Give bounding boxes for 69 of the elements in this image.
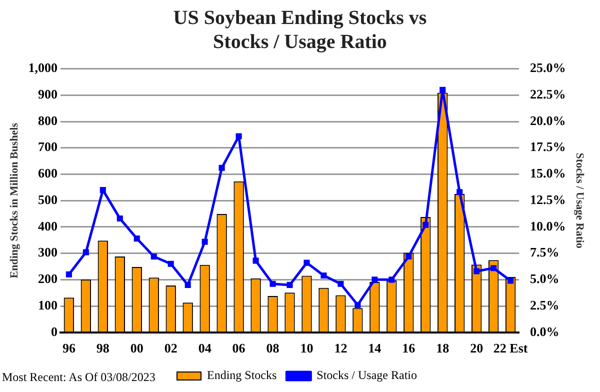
- point: [100, 187, 106, 194]
- y2-tick-label: 25.0%: [530, 60, 566, 76]
- point: [456, 189, 463, 196]
- point: [508, 278, 514, 284]
- point: [354, 302, 361, 308]
- x-tick-label: 12: [334, 340, 348, 356]
- point: [440, 86, 446, 93]
- y2-tick-label: 2.5%: [530, 297, 560, 312]
- y2-tick-label: 10.0%: [530, 218, 566, 234]
- point: [218, 164, 225, 171]
- point: [286, 282, 293, 288]
- x-tick-label: 14: [368, 340, 382, 356]
- x-tick-label: 00: [130, 340, 144, 356]
- point: [66, 271, 72, 278]
- y-axis-title: Ending Stocks in Million Bushels: [8, 122, 20, 278]
- y-tick-label: 300: [38, 244, 58, 260]
- point: [320, 272, 327, 278]
- y2-tick-label: 22.5%: [530, 86, 566, 102]
- chart-title: US Soybean Ending Stocks vs Stocks / Usage Ratio: [172, 6, 428, 54]
- legend-label: Stocks / Usage Ratio: [316, 368, 417, 382]
- y-tick-label: 900: [38, 86, 58, 102]
- y-tick-label: 100: [38, 297, 58, 312]
- point: [270, 280, 276, 287]
- y-tick-label: 400: [38, 218, 58, 234]
- point: [422, 222, 429, 228]
- point: [252, 258, 259, 264]
- x-tick-label: 06: [232, 340, 246, 356]
- point: [474, 268, 480, 274]
- point: [150, 253, 157, 260]
- x-tick-label: 10: [300, 340, 314, 356]
- legend-label: Ending Stocks: [207, 368, 277, 382]
- point: [490, 265, 497, 272]
- point: [304, 260, 310, 266]
- point: [184, 282, 191, 288]
- point: [168, 260, 174, 267]
- y-tick-label: 700: [38, 139, 58, 154]
- y2-tick-label: 15.0%: [530, 166, 566, 181]
- x-tick-label: 20: [470, 340, 484, 356]
- y-tick-label: 200: [38, 271, 58, 286]
- y2-tick-label: 12.5%: [530, 192, 566, 207]
- point: [338, 280, 344, 287]
- point: [82, 249, 89, 256]
- x-tick-label: 08: [266, 340, 280, 356]
- text: Most Recent: As Of 03/08/2023: [2, 370, 156, 385]
- x-tick-label: 04: [198, 340, 212, 356]
- x-tick-label: 96: [62, 340, 76, 356]
- y2-tick-label: 7.5%: [530, 244, 560, 260]
- point: [202, 238, 208, 245]
- y2-tick-label: 20.0%: [530, 112, 566, 128]
- x-tick-label: 18: [436, 340, 450, 356]
- y-tick-label: 1,000: [28, 60, 58, 76]
- y-tick-label: 0: [50, 324, 58, 339]
- x-tick-label: 02: [164, 340, 178, 356]
- y2-tick-label: 5.0%: [530, 271, 560, 286]
- y-tick-label: 800: [38, 112, 58, 128]
- point: [116, 216, 123, 222]
- x-tick-label: 98: [96, 340, 110, 356]
- y2-tick-label: 0.0%: [530, 324, 560, 339]
- x-tick-label: 16: [402, 340, 416, 356]
- point: [406, 253, 412, 260]
- point: [372, 276, 378, 283]
- y2-tick-label: 17.5%: [530, 139, 566, 154]
- point: [236, 133, 242, 140]
- point: [388, 276, 395, 283]
- point: [134, 236, 140, 242]
- y-tick-label: 500: [38, 192, 58, 207]
- y2-axis-title: Stocks / Usage Ratio: [574, 152, 586, 249]
- y-tick-label: 600: [38, 166, 58, 181]
- x-tick-label: 22 Est: [493, 340, 528, 356]
